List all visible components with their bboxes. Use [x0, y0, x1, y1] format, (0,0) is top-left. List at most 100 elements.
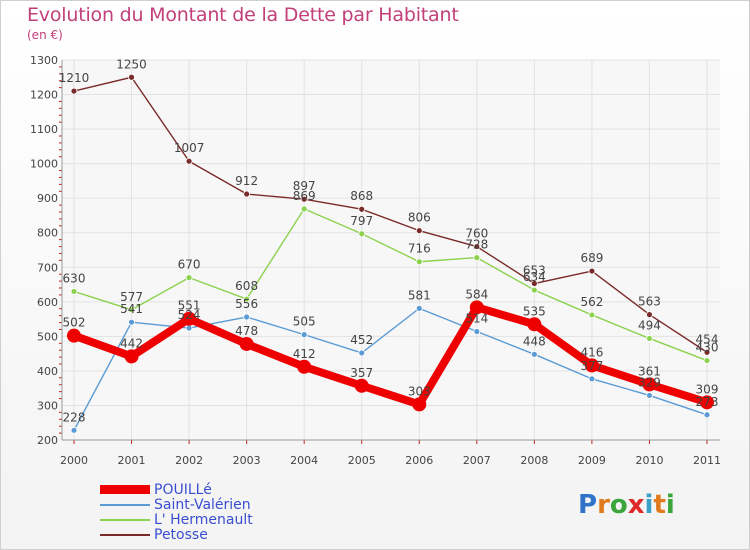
series-line-2: [73, 208, 708, 362]
data-label-3: 454: [696, 332, 719, 346]
data-label-0: 361: [638, 364, 661, 378]
logo-letter: P: [578, 490, 598, 520]
x-tick-label: 2005: [348, 454, 376, 467]
data-label-1: 329: [638, 375, 661, 389]
data-label-2: 716: [408, 242, 431, 256]
data-label-0: 303: [408, 384, 431, 398]
data-label-2: 670: [178, 258, 201, 272]
data-point-0: [67, 328, 81, 343]
logo-letter: x: [627, 490, 645, 520]
data-point-2: [128, 306, 135, 314]
x-tick-label: 2007: [463, 454, 491, 467]
data-label-0: 478: [235, 324, 258, 338]
data-point-1: [588, 375, 596, 383]
data-label-2: 494: [638, 318, 661, 332]
data-point-1: [185, 324, 193, 332]
data-point-1: [243, 313, 251, 321]
legend: POUILLé Saint-Valérien L' Hermenault Pet…: [100, 482, 253, 542]
data-point-3: [703, 348, 711, 356]
data-point-3: [185, 157, 193, 165]
data-label-1: 228: [63, 410, 86, 424]
data-point-2: [358, 230, 366, 238]
data-point-2: [243, 295, 251, 303]
x-tick-label: 2006: [405, 454, 433, 467]
series-line-3: [73, 76, 708, 353]
y-tick-label: 500: [37, 330, 58, 343]
data-label-3: 1250: [116, 57, 147, 71]
legend-label-pouille: POUILLé: [154, 481, 212, 498]
data-label-0: 309: [696, 382, 719, 396]
data-label-3: 653: [523, 264, 546, 278]
legend-item-hermenault: L' Hermenault: [100, 512, 253, 527]
legend-swatch-pouille: [100, 485, 150, 494]
y-tick-label: 1200: [30, 89, 58, 102]
data-point-0: [584, 358, 599, 373]
data-label-1: 505: [293, 315, 316, 329]
y-tick-label: 700: [37, 261, 58, 274]
data-point-3: [646, 311, 653, 319]
data-label-2: 728: [465, 238, 488, 252]
y-tick-label: 800: [37, 227, 58, 240]
data-point-2: [473, 254, 481, 262]
y-tick-label: 600: [37, 296, 58, 309]
data-label-0: 584: [465, 287, 488, 301]
data-label-1: 452: [350, 333, 373, 347]
data-point-3: [588, 267, 596, 275]
data-point-0: [182, 311, 197, 326]
data-label-0: 551: [178, 299, 201, 313]
data-point-0: [469, 300, 484, 315]
data-point-0: [124, 349, 139, 364]
y-tick-label: 900: [37, 192, 58, 205]
logo-letter: i: [665, 490, 675, 520]
legend-label-saint-valerien: Saint-Valérien: [154, 496, 251, 513]
legend-item-pouille: POUILLé: [100, 482, 253, 497]
y-tick-label: 400: [37, 365, 58, 378]
data-point-3: [300, 195, 308, 203]
y-tick-label: 1100: [30, 123, 58, 136]
legend-item-petosse: Petosse: [100, 527, 253, 542]
y-tick-label: 300: [37, 399, 58, 412]
data-point-3: [243, 190, 251, 198]
data-point-3: [415, 227, 423, 235]
data-point-2: [588, 311, 596, 319]
data-label-3: 912: [235, 174, 258, 188]
data-point-0: [412, 397, 427, 412]
x-tick-label: 2001: [118, 454, 146, 467]
data-label-2: 797: [350, 214, 373, 228]
data-point-3: [473, 243, 481, 250]
data-label-2: 430: [696, 341, 719, 355]
data-point-1: [358, 349, 366, 357]
data-label-0: 416: [580, 345, 603, 359]
data-point-0: [239, 336, 254, 351]
data-point-1: [128, 318, 135, 326]
data-point-3: [530, 280, 538, 287]
data-label-1: 377: [580, 359, 603, 373]
y-tick-label: 1300: [30, 54, 58, 67]
data-label-0: 535: [523, 304, 546, 318]
data-point-2: [185, 274, 193, 282]
data-label-2: 869: [293, 189, 316, 203]
data-point-1: [473, 328, 481, 335]
data-point-0: [527, 317, 542, 332]
data-point-3: [70, 87, 78, 95]
x-tick-label: 2003: [233, 454, 261, 467]
data-label-2: 634: [523, 270, 546, 284]
data-label-1: 541: [120, 302, 143, 316]
data-label-2: 577: [120, 290, 143, 304]
data-point-2: [646, 335, 653, 342]
data-label-0: 502: [63, 316, 86, 330]
data-label-2: 562: [580, 295, 603, 309]
x-tick-label: 2002: [175, 454, 203, 467]
data-point-2: [530, 286, 538, 294]
data-point-2: [300, 205, 308, 213]
data-label-3: 1210: [59, 71, 90, 85]
data-point-1: [703, 411, 711, 419]
logo-letter: t: [653, 490, 666, 520]
chart-title: Evolution du Montant de la Dette par Hab…: [27, 4, 459, 26]
legend-swatch-saint-valerien: [100, 503, 150, 506]
legend-label-hermenault: L' Hermenault: [154, 511, 253, 528]
data-point-2: [703, 357, 711, 364]
data-label-0: 357: [350, 366, 373, 380]
data-label-1: 524: [178, 308, 201, 322]
data-label-1: 514: [465, 312, 488, 326]
